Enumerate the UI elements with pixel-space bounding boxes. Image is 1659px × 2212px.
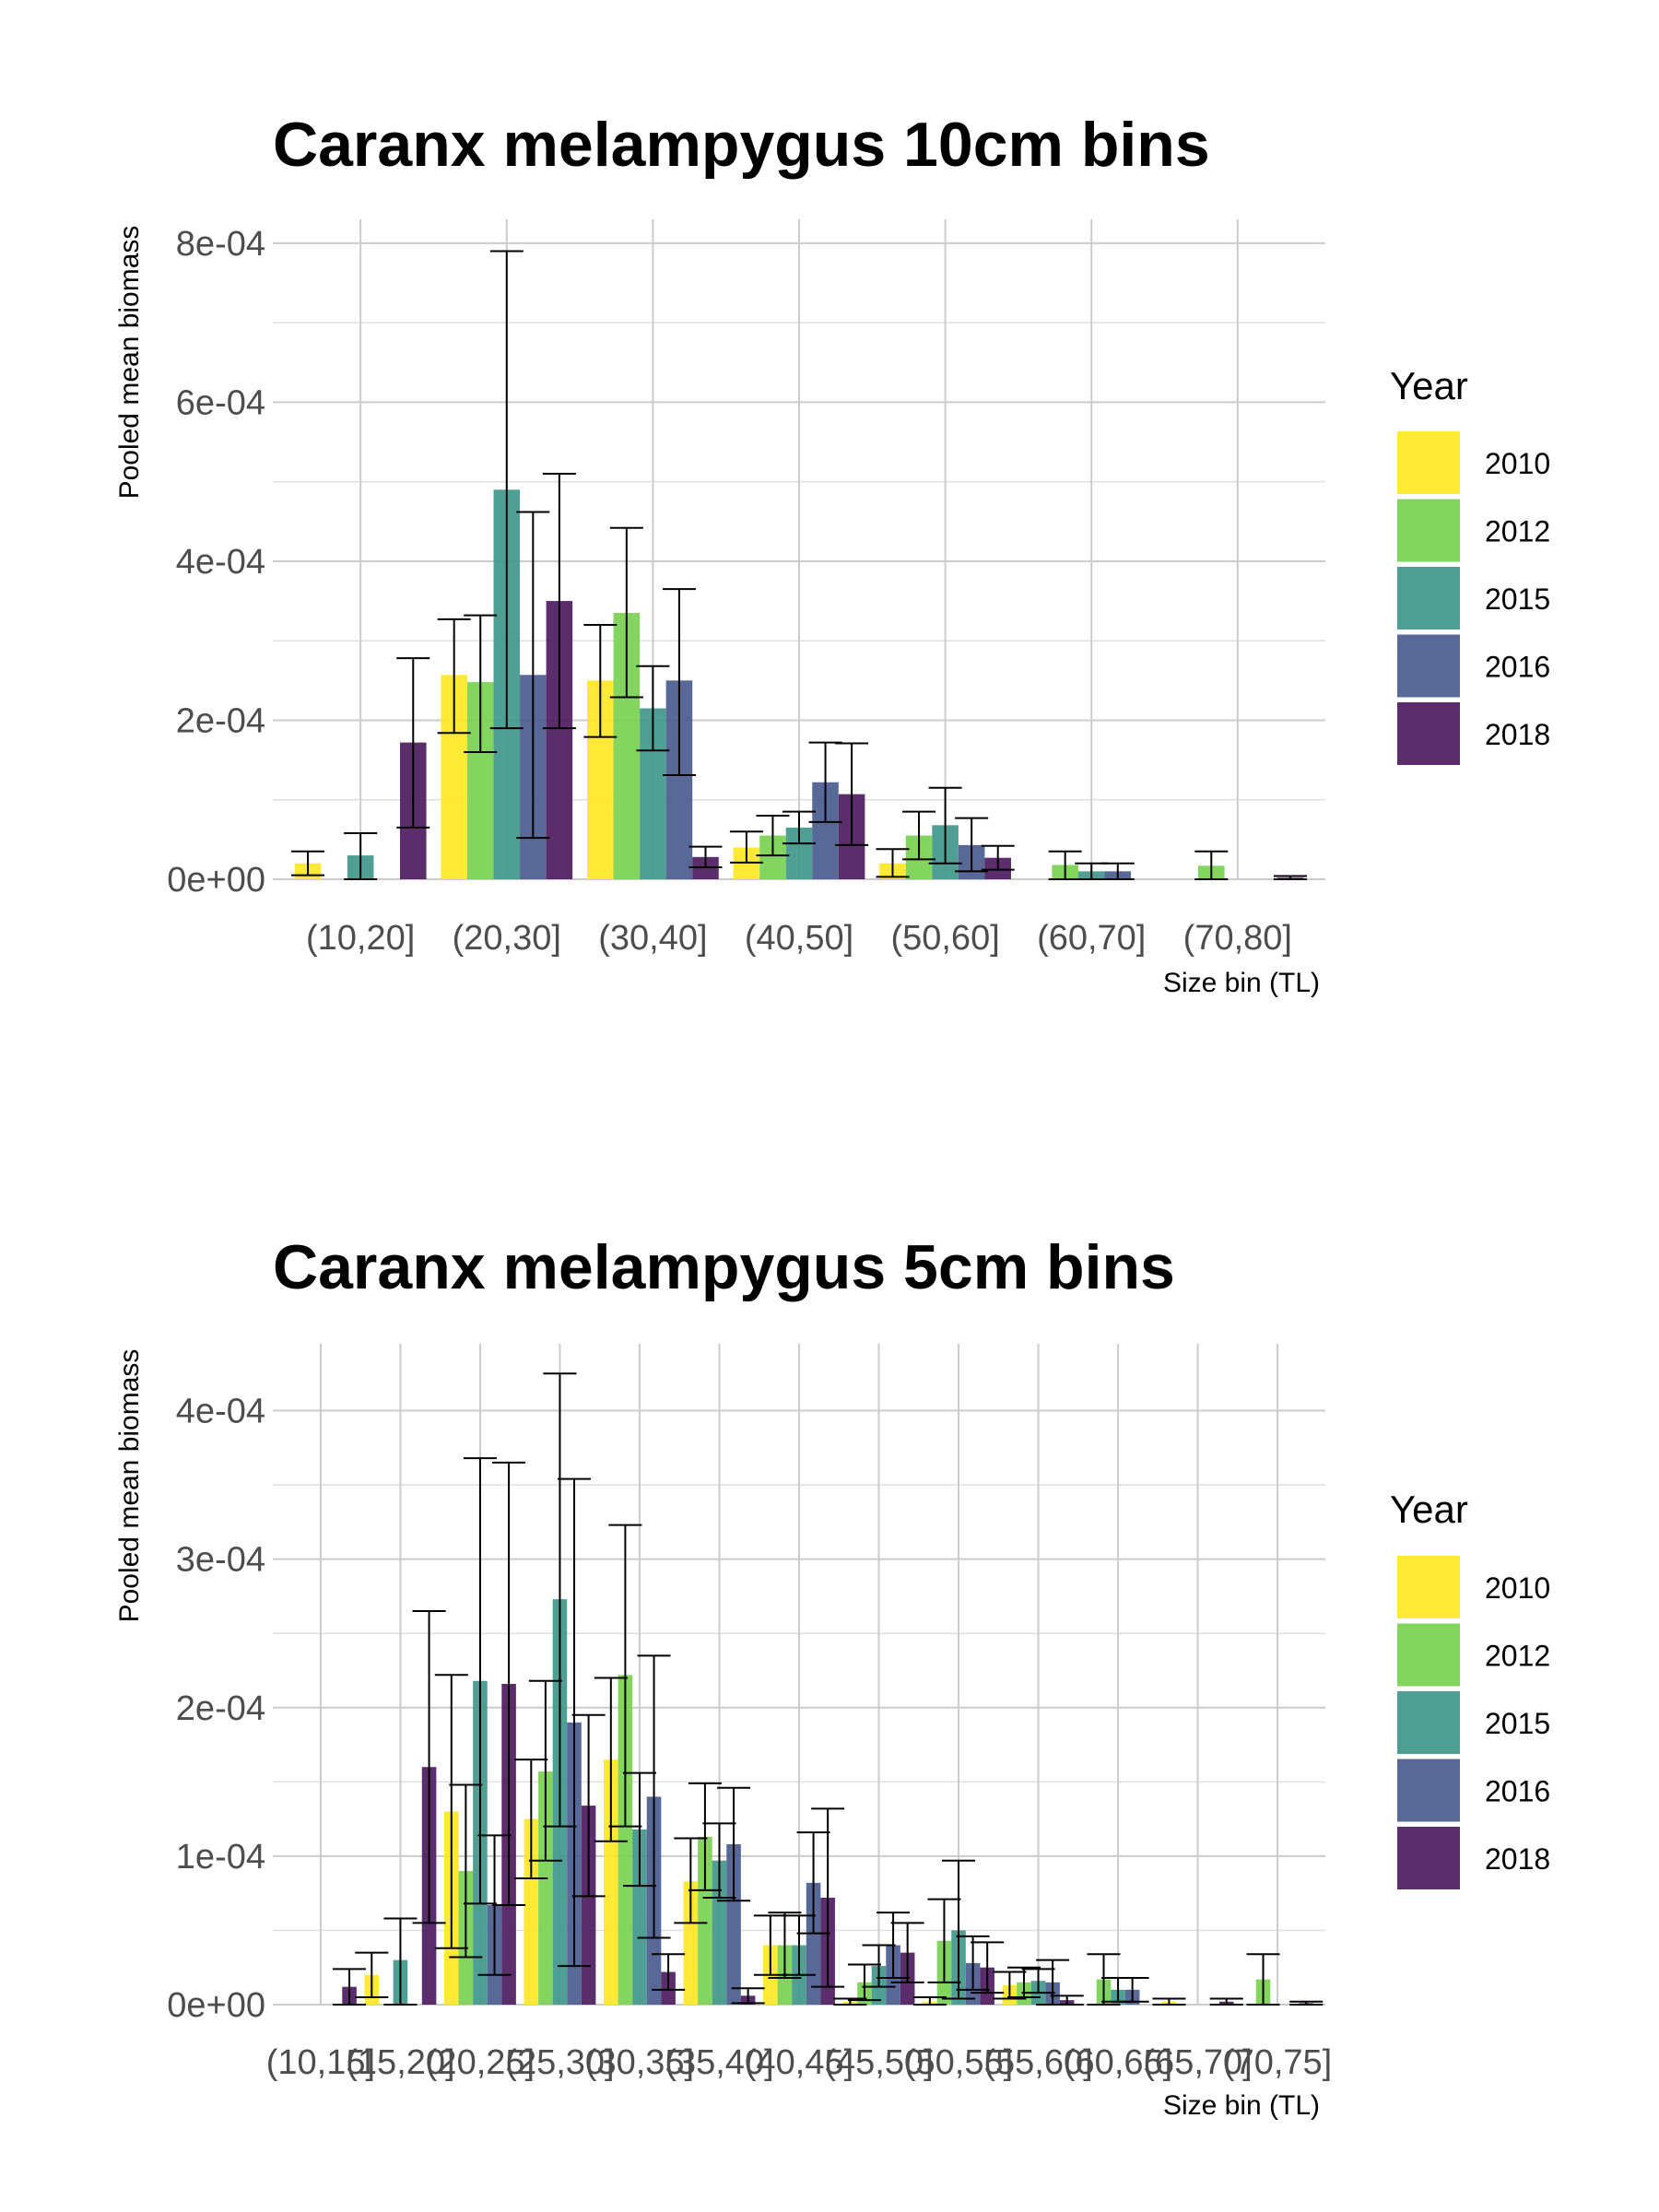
x-tick-label: (25,30] — [505, 2043, 614, 2082]
legend-key-2015 — [1397, 567, 1460, 629]
x-tick-label: (40,45] — [745, 2043, 853, 2082]
error-bars — [291, 250, 1307, 880]
legend-label-2016: 2016 — [1485, 1775, 1550, 1808]
legend-key-2010 — [1397, 431, 1460, 494]
bar-2018-(25,30] — [581, 1806, 596, 2005]
x-tick-label: (10,20] — [306, 919, 415, 958]
x-tick-label: (70,75] — [1223, 2043, 1332, 2082]
legend-label-2018: 2018 — [1485, 718, 1550, 751]
y-tick-label: 4e-04 — [176, 543, 265, 582]
bar-2012-(25,30] — [538, 1771, 553, 2005]
x-tick-label: (55,60] — [983, 2043, 1092, 2082]
bars — [342, 1599, 1314, 2005]
legend: 2010 2012 2015 2016 2018 — [1397, 431, 1550, 765]
legend-key-2012 — [1397, 1623, 1460, 1687]
x-tick-label: (70,80] — [1183, 919, 1292, 958]
bar-2010-(30,35] — [604, 1759, 618, 2005]
y-tick-label: 3e-04 — [176, 1541, 265, 1580]
bar-2012-(35,40] — [698, 1836, 712, 2005]
legend-key-2016 — [1397, 634, 1460, 698]
legend-label-2012: 2012 — [1485, 1640, 1550, 1673]
gridlines — [273, 219, 1325, 880]
x-tick-label: (65,70] — [1143, 2043, 1252, 2082]
legend-label-2012: 2012 — [1485, 515, 1550, 548]
legend-key-2018 — [1397, 1827, 1460, 1889]
x-tick-label: (20,30] — [453, 919, 561, 958]
legend-key-2018 — [1397, 702, 1460, 765]
legend-label-2010: 2010 — [1485, 1571, 1550, 1605]
y-tick-label: 0e+00 — [167, 861, 265, 900]
legend-label-2010: 2010 — [1485, 447, 1550, 480]
y-axis-label: Pooled mean biomass — [114, 1349, 145, 1623]
x-tick-label: (45,50] — [824, 2043, 933, 2082]
legend-key-2016 — [1397, 1759, 1460, 1822]
legend-key-2010 — [1397, 1556, 1460, 1618]
y-axis-label: Pooled mean biomass — [114, 226, 145, 500]
x-axis-label: Size bin (TL) — [1163, 2090, 1320, 2121]
legend-label-2015: 2015 — [1485, 582, 1550, 616]
error-bars — [333, 1372, 1324, 2006]
legend-label-2016: 2016 — [1485, 651, 1550, 684]
legend: 2010 2012 2015 2016 2018 — [1397, 1556, 1550, 1889]
x-tick-label: (20,25] — [426, 2043, 535, 2082]
chart-title: Caranx melampygus 10cm bins — [273, 110, 1210, 180]
legend-title: Year — [1390, 364, 1468, 407]
bar-2016-(35,40] — [726, 1843, 741, 2005]
bar-2012-(30,35] — [618, 1675, 633, 2005]
y-tick-label: 2e-04 — [176, 1689, 265, 1728]
x-tick-label: (60,70] — [1037, 919, 1146, 958]
y-tick-label: 0e+00 — [167, 1986, 265, 2025]
legend-key-2015 — [1397, 1691, 1460, 1754]
x-tick-label: (15,20] — [346, 2043, 454, 2082]
y-tick-label: 4e-04 — [176, 1393, 265, 1431]
y-tick-label: 2e-04 — [176, 701, 265, 740]
y-tick-label: 6e-04 — [176, 383, 265, 422]
legend-label-2015: 2015 — [1485, 1707, 1550, 1740]
bar-2010-(25,30] — [524, 1818, 539, 2005]
bar-2015-(35,40] — [712, 1860, 727, 2005]
legend-title: Year — [1390, 1488, 1468, 1531]
chart-5cm-bins: Caranx melampygus 5cm bins Pooled mean b… — [114, 1232, 1550, 2121]
x-tick-label: (50,55] — [904, 2043, 1013, 2082]
x-tick-label: (10,15] — [266, 2043, 375, 2082]
x-axis-label: Size bin (TL) — [1163, 968, 1320, 998]
chart-title: Caranx melampygus 5cm bins — [273, 1232, 1175, 1302]
x-tick-label: (30,40] — [598, 919, 707, 958]
bar-2015-(30,35] — [632, 1829, 647, 2005]
legend-label-2018: 2018 — [1485, 1842, 1550, 1876]
x-tick-label: (40,50] — [745, 919, 853, 958]
x-tick-label: (35,40] — [665, 2043, 773, 2082]
x-tick-label: (50,60] — [890, 919, 999, 958]
bar-2010-(35,40] — [683, 1881, 699, 2005]
y-tick-label: 1e-04 — [176, 1838, 265, 1877]
x-tick-label: (60,65] — [1064, 2043, 1172, 2082]
y-tick-label: 8e-04 — [176, 225, 265, 264]
x-tick-label: (30,35] — [585, 2043, 694, 2082]
chart-10cm-bins: Caranx melampygus 10cm bins Pooled mean … — [114, 110, 1550, 998]
legend-key-2012 — [1397, 499, 1460, 562]
